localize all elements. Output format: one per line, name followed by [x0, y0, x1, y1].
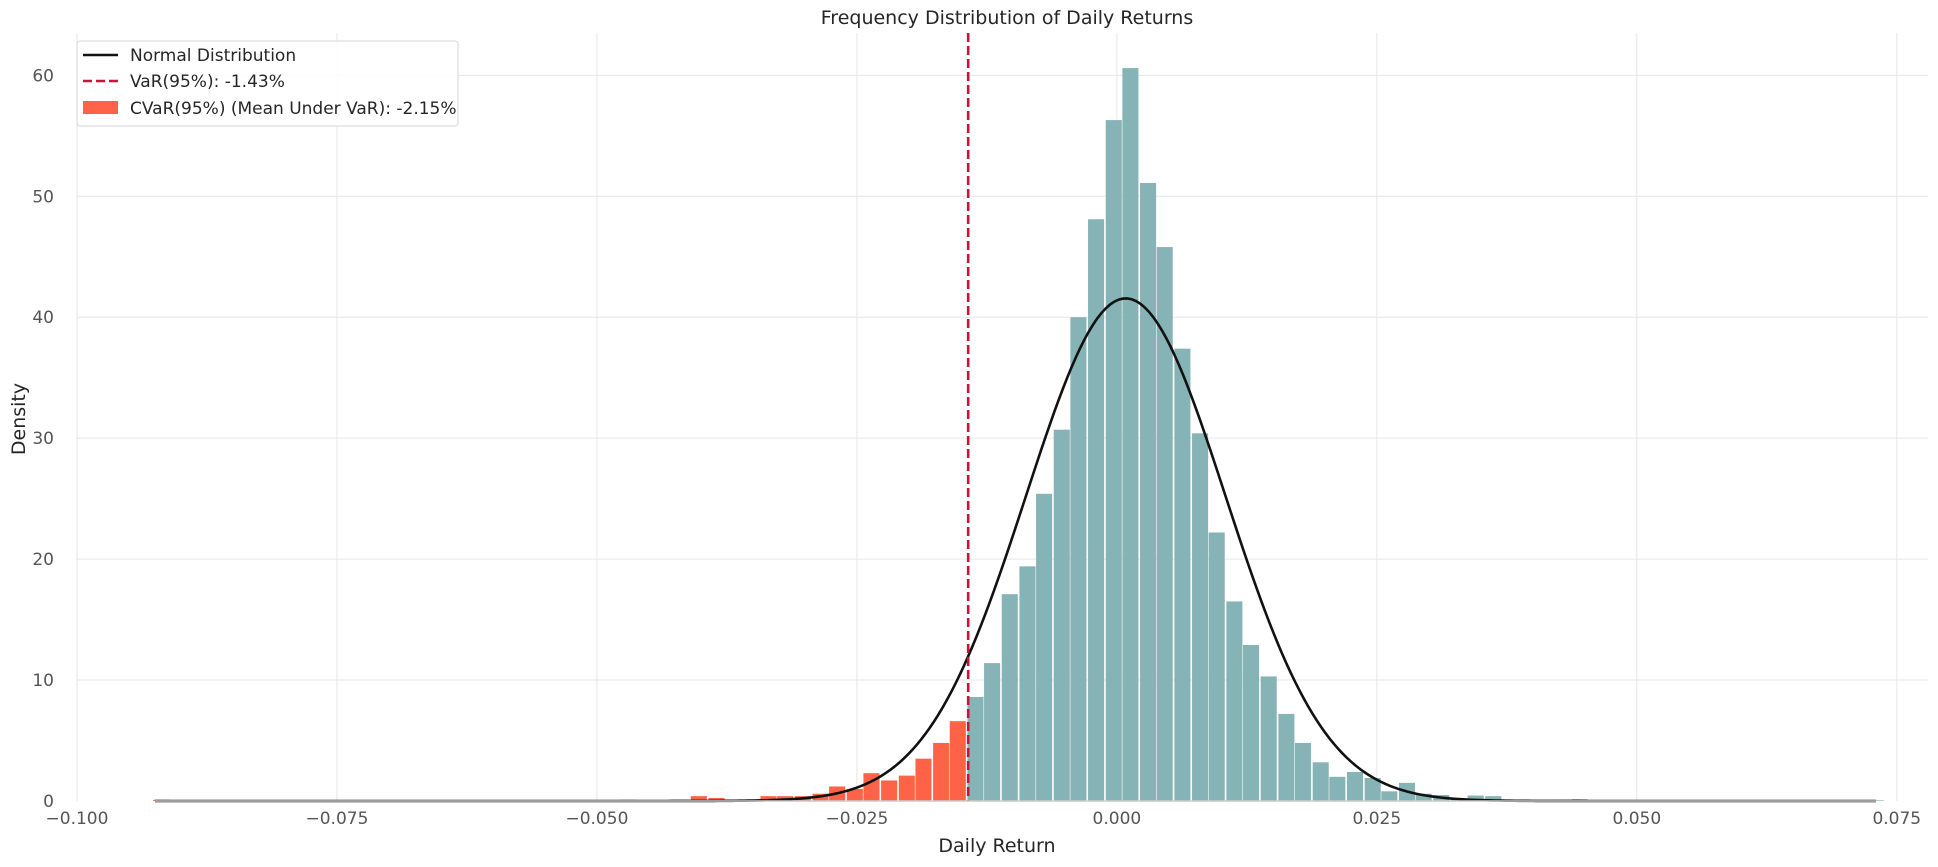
x-tick-label: −0.025: [825, 809, 888, 829]
x-tick-label: −0.050: [565, 809, 628, 829]
histogram-bar: [1467, 795, 1484, 801]
histogram-bar: [1053, 429, 1070, 801]
cvar-bar: [760, 796, 777, 801]
histogram-bar: [1036, 493, 1053, 801]
histogram-bar: [1226, 601, 1243, 801]
x-tick-label: −0.075: [306, 809, 369, 829]
histogram-bar: [1156, 247, 1173, 801]
histogram-bar: [1208, 532, 1225, 801]
histogram-bar: [1001, 594, 1018, 801]
histogram-bar: [1088, 219, 1105, 801]
cvar-bar: [933, 742, 950, 801]
legend-swatch-cvar: [83, 101, 118, 114]
x-tick-label: −0.100: [46, 809, 109, 829]
cvar-bar: [690, 796, 707, 801]
histogram-bar: [1105, 120, 1122, 801]
y-tick-label: 0: [43, 792, 54, 812]
x-tick-label: 0.050: [1612, 809, 1661, 829]
y-axis-title: Density: [8, 383, 30, 455]
cvar-bar: [898, 775, 915, 801]
histogram-bar: [984, 663, 1001, 801]
chart-title: Frequency Distribution of Daily Returns: [821, 7, 1194, 29]
histogram-bar: [1278, 713, 1295, 801]
legend-label-var: VaR(95%): -1.43%: [130, 72, 285, 92]
histogram-bar: [1381, 791, 1398, 801]
histogram-bar: [1070, 317, 1087, 801]
y-tick-label: 30: [32, 429, 54, 449]
y-tick-label: 20: [32, 550, 54, 570]
legend: Normal Distribution VaR(95%): -1.43% CVa…: [76, 40, 459, 127]
histogram-bar: [967, 696, 984, 801]
x-axis-title: Daily Return: [938, 835, 1055, 857]
legend-frame: [76, 40, 459, 127]
histogram-bar: [1243, 644, 1260, 801]
y-tick-labels: 0 10 20 30 40 50 60: [32, 66, 54, 812]
y-tick-label: 50: [32, 187, 54, 207]
x-tick-label: 0.025: [1353, 809, 1402, 829]
cvar-bar: [949, 721, 966, 801]
histogram-bar: [1346, 771, 1364, 801]
histogram-bar: [1260, 676, 1277, 801]
histogram-bar: [1122, 68, 1139, 801]
cvar-bar: [846, 788, 863, 801]
histogram-bars: [153, 68, 1885, 801]
x-tick-label: 0.000: [1093, 809, 1142, 829]
legend-label-normal: Normal Distribution: [130, 46, 296, 66]
histogram-bar: [1312, 762, 1329, 801]
histogram-bar: [1192, 433, 1209, 801]
cvar-bar: [881, 780, 898, 801]
histogram-bar: [1485, 796, 1502, 801]
histogram-bar: [1019, 566, 1036, 801]
x-tick-label: 0.075: [1872, 809, 1921, 829]
grid-lines: [76, 33, 1928, 801]
histogram-bar: [1415, 793, 1432, 801]
cvar-bar: [708, 797, 725, 801]
y-tick-label: 10: [32, 671, 54, 691]
histogram-bar: [1329, 776, 1346, 801]
histogram-bar: [1364, 778, 1381, 801]
y-tick-label: 40: [32, 308, 54, 328]
x-tick-labels: −0.100 −0.075 −0.050 −0.025 0.000 0.025 0.050 0…: [46, 809, 1922, 829]
histogram-bar: [1174, 348, 1191, 801]
histogram-bar: [1140, 182, 1157, 801]
legend-label-cvar: CVaR(95%) (Mean Under VaR): -2.15%: [130, 99, 457, 119]
y-tick-label: 60: [32, 66, 54, 86]
histogram-bar: [1294, 742, 1312, 801]
cvar-bar: [915, 758, 932, 801]
